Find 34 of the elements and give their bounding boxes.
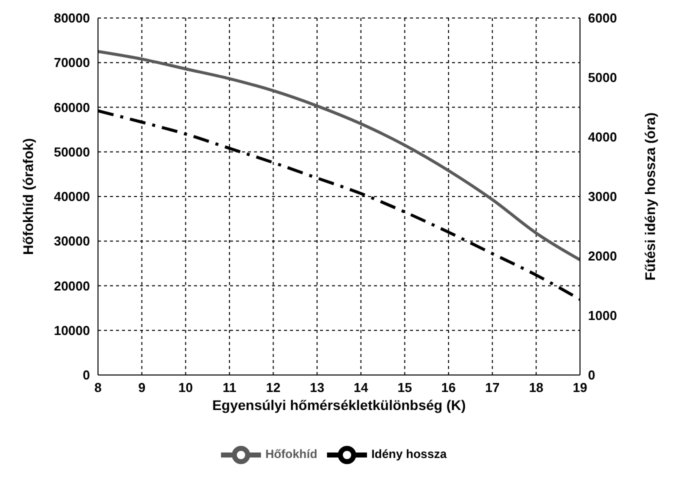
y2-tick-label: 4000 [588, 130, 617, 145]
y-tick-label: 0 [82, 368, 90, 383]
x-axis-title: Egyensúlyi hőmérsékletkülönbség (K) [212, 397, 466, 413]
x-tick-label: 12 [266, 380, 281, 396]
y-tick-label: 80000 [54, 10, 90, 26]
y-tick-label: 10000 [54, 322, 90, 338]
y2-tick-label: 6000 [588, 10, 617, 26]
y-tick-label: 50000 [54, 144, 90, 160]
x-tick-label: 8 [94, 380, 102, 396]
line-series [98, 50, 580, 262]
y-axis-title: Hőfokhíd (órafok) [20, 138, 36, 255]
x-tick-label: 13 [310, 380, 324, 396]
x-tick-label: 15 [397, 380, 412, 396]
y-tick-label: 20000 [54, 278, 90, 294]
x-tick-label: 14 [354, 380, 369, 396]
x-tick-label: 19 [572, 380, 588, 396]
x-tick-label: 11 [222, 380, 236, 396]
y2-tick-label: 0 [588, 368, 596, 383]
x-tick-label: 17 [485, 380, 500, 396]
y-tick-label: 70000 [54, 55, 90, 70]
y2-tick-label: 5000 [588, 70, 617, 86]
y-tick-label: 60000 [54, 100, 90, 115]
y2-tick-label: 2000 [588, 248, 617, 264]
legend-label: Hőfokhíd [265, 447, 318, 462]
x-tick-label: 10 [178, 380, 193, 396]
y-tick-label: 40000 [54, 189, 90, 204]
x-tick-label: 18 [528, 380, 544, 396]
y-tick-label: 30000 [54, 234, 90, 249]
y2-tick-label: 3000 [588, 189, 617, 204]
x-tick-label: 9 [138, 380, 146, 396]
y2-tick-label: 1000 [588, 308, 617, 324]
y2-axis-title: Fűtési idény hossza (óra) [642, 112, 658, 281]
legend-label: Idény hossza [371, 447, 447, 462]
x-tick-label: 16 [441, 380, 456, 396]
